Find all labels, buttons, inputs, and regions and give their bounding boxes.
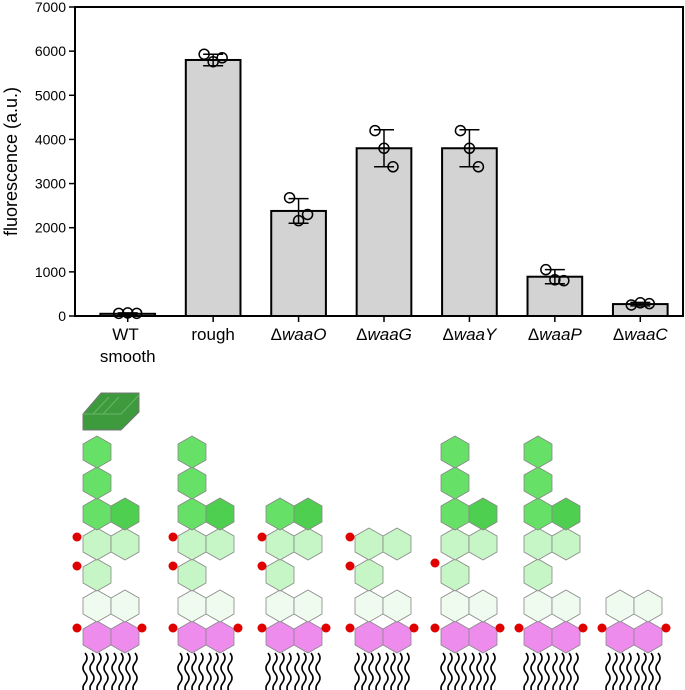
lps-core	[83, 528, 139, 591]
x-tick-label: ΔwaaG	[356, 325, 412, 344]
lps-chain	[524, 436, 552, 499]
y-tick-label: 4000	[35, 131, 66, 147]
o-antigen-lines	[83, 394, 140, 415]
lps-chain	[178, 436, 206, 499]
lps-waaP	[524, 436, 580, 690]
x-tick-label: ΔwaaP	[528, 325, 583, 344]
lps-wt	[82, 392, 140, 690]
y-axis-label: fluorescence (a.u.)	[1, 87, 21, 236]
data-point	[198, 48, 210, 60]
lps-base	[441, 590, 497, 690]
bar	[270, 209, 327, 317]
data-point	[643, 297, 656, 310]
y-tick-label: 0	[58, 308, 66, 324]
lps-base	[178, 590, 234, 690]
data-point	[549, 274, 561, 286]
lps-core	[441, 528, 497, 591]
lps-waaY	[441, 436, 497, 690]
lps-waaC	[606, 590, 662, 690]
data-point	[301, 208, 314, 221]
data-point	[558, 274, 570, 287]
lps-core	[266, 528, 322, 591]
lps-core	[524, 528, 580, 591]
x-tick-label: ΔwaaY	[442, 325, 498, 344]
lps-waaG	[355, 528, 411, 690]
data-point	[454, 124, 467, 137]
data-point	[387, 161, 399, 173]
lps-outer	[524, 498, 580, 530]
x-tick-label: ΔwaaC	[613, 325, 669, 344]
chart: 0 1000 2000 3000 4000 5000 6000 7000 fluorescenc…	[1, 0, 684, 366]
bar	[355, 147, 413, 317]
data-point	[130, 307, 143, 320]
y-tick-label: 2000	[35, 220, 66, 236]
data-point	[540, 263, 552, 276]
lps-outer	[441, 498, 497, 530]
lps-outer	[266, 498, 322, 530]
x-tick-label: rough	[191, 325, 234, 344]
data-point	[292, 214, 305, 227]
bar	[441, 147, 498, 317]
lps-core	[178, 528, 234, 591]
data-point	[634, 297, 647, 309]
lps-rough	[178, 436, 234, 690]
y-tick-label: 7000	[35, 0, 66, 15]
data-point	[216, 52, 228, 64]
lps-base	[606, 590, 662, 690]
lps-core	[355, 528, 411, 591]
lps-base	[524, 590, 580, 690]
lps-base	[355, 590, 411, 690]
data-point	[112, 307, 125, 320]
x-tick-label: WT smooth	[100, 325, 156, 366]
phosphates	[72, 532, 671, 633]
lps-base	[266, 590, 322, 690]
data-point	[378, 142, 390, 155]
data-point	[369, 124, 381, 137]
data-point	[463, 142, 476, 155]
lps-chain	[83, 436, 111, 499]
y-tick-label: 6000	[35, 43, 66, 59]
lps-base	[83, 590, 139, 690]
bar	[184, 58, 242, 317]
y-tick-label: 3000	[35, 176, 66, 192]
o-antigen	[82, 392, 140, 431]
lps-waaO	[266, 498, 322, 690]
y-tick-label: 5000	[35, 87, 66, 103]
lps-outer	[178, 498, 234, 530]
lps-diagram	[72, 392, 671, 690]
y-tick-label: 1000	[35, 264, 66, 280]
lps-chain	[441, 436, 469, 499]
plot-frame	[74, 6, 684, 317]
data-point	[472, 161, 485, 173]
x-tick-label: ΔwaaO	[271, 325, 327, 344]
lps-outer	[83, 498, 139, 530]
data-point	[283, 191, 296, 204]
